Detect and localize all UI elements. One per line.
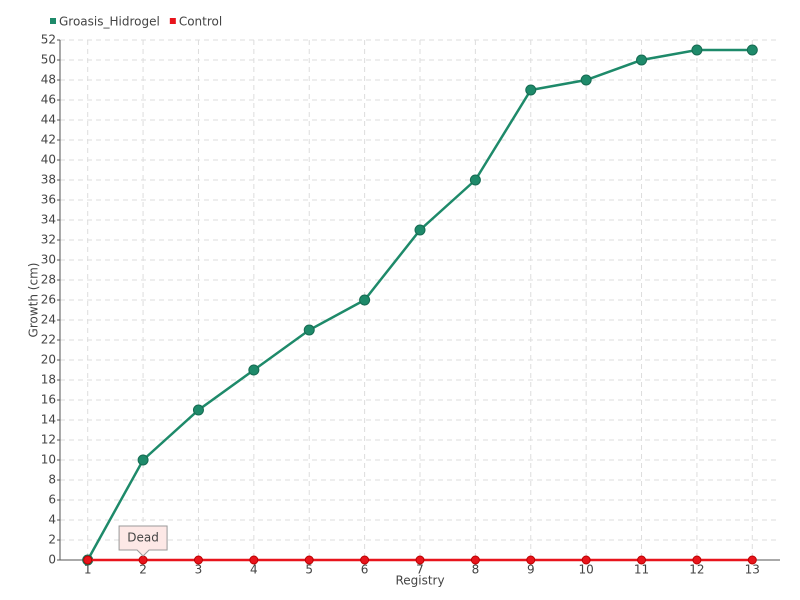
y-tick-label: 12 — [41, 433, 56, 447]
x-tick-label: 5 — [305, 563, 313, 577]
y-tick-label: 6 — [48, 493, 56, 507]
y-tick-label: 20 — [41, 353, 56, 367]
data-point — [360, 555, 370, 565]
data-point — [636, 54, 648, 66]
y-tick-label: 28 — [41, 273, 56, 287]
data-point — [469, 174, 481, 186]
data-point — [192, 404, 204, 416]
data-point — [470, 555, 480, 565]
data-point — [692, 555, 702, 565]
data-point — [83, 555, 93, 565]
data-point — [304, 555, 314, 565]
data-point — [248, 364, 260, 376]
y-tick-label: 16 — [41, 393, 56, 407]
data-point — [193, 555, 203, 565]
y-tick-label: 38 — [41, 173, 56, 187]
x-tick-label: 6 — [361, 563, 369, 577]
data-point — [746, 44, 758, 56]
y-tick-label: 50 — [41, 53, 56, 67]
x-tick-label: 1 — [84, 563, 92, 577]
x-tick-label: 10 — [579, 563, 594, 577]
y-tick-label: 10 — [41, 453, 56, 467]
x-tick-label: 4 — [250, 563, 258, 577]
y-tick-label: 40 — [41, 153, 56, 167]
y-tick-label: 4 — [48, 513, 56, 527]
data-point — [525, 84, 537, 96]
x-tick-label: 9 — [527, 563, 535, 577]
legend-label: Control — [179, 15, 222, 29]
x-tick-label: 8 — [472, 563, 480, 577]
y-tick-label: 14 — [41, 413, 56, 427]
y-tick-label: 46 — [41, 93, 56, 107]
y-tick-label: 34 — [41, 213, 56, 227]
y-tick-label: 48 — [41, 73, 56, 87]
legend-swatch — [50, 18, 56, 24]
data-point — [581, 555, 591, 565]
y-tick-label: 52 — [41, 33, 56, 47]
y-tick-label: 2 — [48, 533, 56, 547]
data-point — [359, 294, 371, 306]
legend-label: Groasis_Hidrogel — [59, 15, 160, 29]
data-point — [137, 454, 149, 466]
data-point — [249, 555, 259, 565]
x-axis-label: Registry — [395, 574, 444, 588]
y-tick-label: 42 — [41, 133, 56, 147]
data-point — [580, 74, 592, 86]
y-tick-label: 26 — [41, 293, 56, 307]
data-point — [747, 555, 757, 565]
x-tick-label: 11 — [634, 563, 649, 577]
annotation: Dead — [127, 531, 159, 545]
y-tick-label: 24 — [41, 313, 56, 327]
x-tick-label: 13 — [745, 563, 760, 577]
data-point — [691, 44, 703, 56]
y-axis-label: Growth (cm) — [27, 263, 41, 338]
legend-swatch — [169, 18, 176, 24]
x-tick-label: 12 — [689, 563, 704, 577]
data-point — [637, 555, 647, 565]
y-tick-label: 18 — [41, 373, 56, 387]
y-tick-label: 30 — [41, 253, 56, 267]
x-tick-label: 7 — [416, 563, 424, 577]
y-tick-label: 22 — [41, 333, 56, 347]
y-tick-label: 36 — [41, 193, 56, 207]
y-tick-label: 32 — [41, 233, 56, 247]
data-point — [526, 555, 536, 565]
x-tick-label: 3 — [195, 563, 203, 577]
y-tick-label: 8 — [48, 473, 56, 487]
y-tick-label: 44 — [41, 113, 56, 127]
data-point — [138, 555, 148, 565]
x-tick-label: 2 — [139, 563, 147, 577]
annotation-box — [118, 525, 168, 557]
data-point — [303, 324, 315, 336]
data-point — [414, 224, 426, 236]
data-point — [415, 555, 425, 565]
y-tick-label: 0 — [48, 553, 56, 567]
